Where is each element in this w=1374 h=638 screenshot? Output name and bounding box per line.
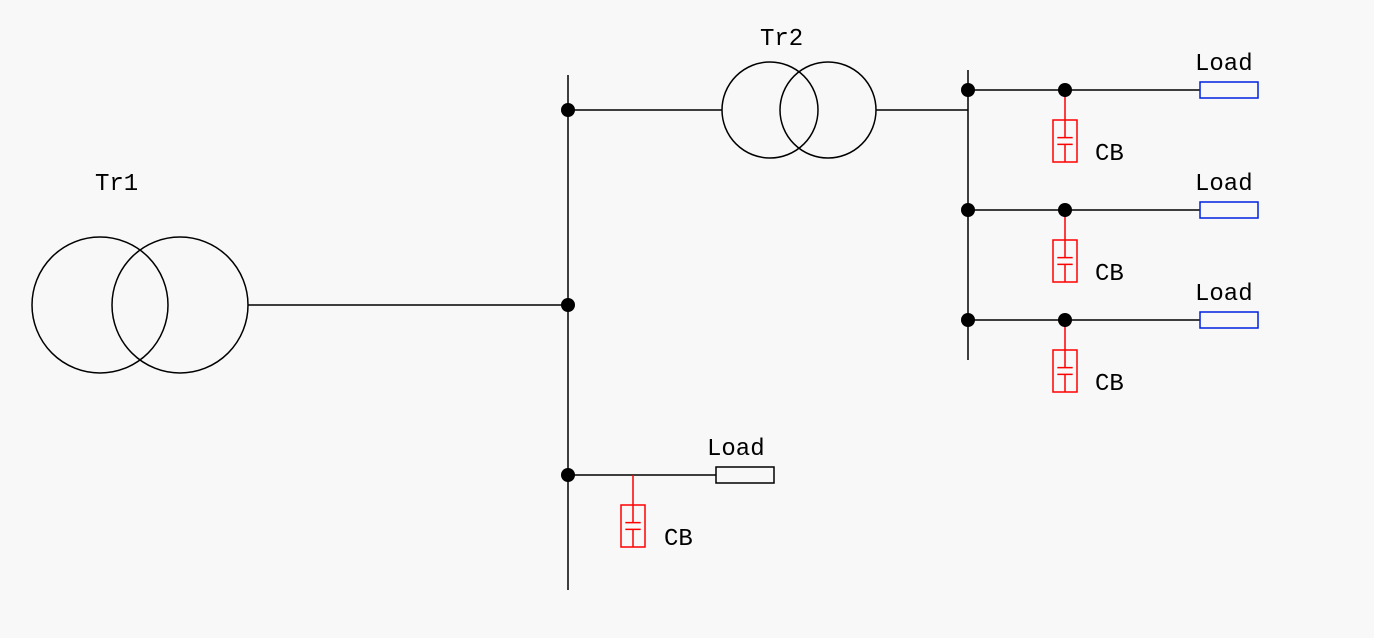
cb-label: CB [664, 526, 693, 553]
node-0 [561, 103, 575, 117]
single-line-diagram: Tr1 Tr2 Load Load Load Load CB CB CB CB [0, 0, 1374, 638]
transformer-tr1-label: Tr1 [95, 171, 138, 198]
load-3 [1200, 312, 1258, 328]
cb-label: CB [1095, 141, 1124, 168]
node-4 [961, 203, 975, 217]
node-6 [1058, 83, 1072, 97]
node-3 [961, 83, 975, 97]
load-symbol [1200, 202, 1258, 218]
capacitor-bank-3 [1053, 320, 1077, 392]
transformer-tr2-label: Tr2 [760, 26, 803, 53]
node-8 [1058, 313, 1072, 327]
load-symbol [1200, 82, 1258, 98]
load-label: Load [1195, 171, 1253, 198]
load-2 [1200, 202, 1258, 218]
transformer-tr1 [32, 237, 248, 373]
load-symbol [716, 467, 774, 483]
node-1 [561, 298, 575, 312]
load-label: Load [1195, 281, 1253, 308]
capacitor-bank-1 [1053, 90, 1077, 162]
cb-label: CB [1095, 371, 1124, 398]
node-2 [561, 468, 575, 482]
load-label: Load [1195, 51, 1253, 78]
cb-label: CB [1095, 261, 1124, 288]
node-5 [961, 313, 975, 327]
transformer-tr2 [722, 62, 876, 158]
load-symbol [1200, 312, 1258, 328]
capacitor-bank-0 [621, 475, 645, 547]
load-0 [716, 467, 774, 483]
node-7 [1058, 203, 1072, 217]
load-label: Load [707, 436, 765, 463]
capacitor-bank-2 [1053, 210, 1077, 282]
load-1 [1200, 82, 1258, 98]
